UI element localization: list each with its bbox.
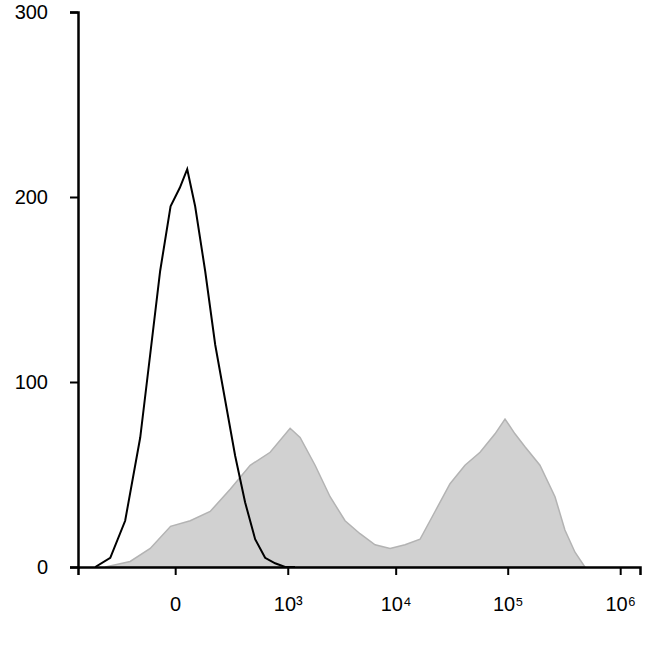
histogram-line — [95, 169, 295, 567]
histogram-area — [105, 419, 585, 567]
chart: 0 10³ 10⁴ 10⁵ 10⁶ 0 100 200 300 — [0, 0, 650, 658]
x-tick-label: 10⁶ — [605, 593, 635, 615]
y-tick-mark — [70, 567, 78, 569]
y-tick-label: 200 — [15, 186, 48, 208]
x-axis: 0 10³ 10⁴ 10⁵ 10⁶ — [79, 567, 641, 615]
y-tick-mark — [70, 197, 78, 199]
x-tick: 10⁵ — [493, 567, 524, 615]
x-tick-label: 10³ — [274, 593, 303, 615]
y-tick-label: 0 — [37, 556, 48, 578]
y-tick: 0 — [37, 556, 78, 578]
x-tick-label: 10⁵ — [493, 593, 524, 615]
y-tick-label: 100 — [15, 371, 48, 393]
y-tick-mark — [70, 12, 78, 14]
x-tick: 0 — [170, 567, 181, 615]
y-axis: 0 100 200 300 — [15, 1, 79, 578]
x-tick-mark — [175, 567, 177, 575]
x-tick-mark — [287, 567, 289, 575]
x-tick: 10⁶ — [605, 567, 635, 615]
x-tick: 10⁴ — [381, 567, 412, 615]
x-tick-mark — [395, 567, 397, 575]
y-tick: 300 — [15, 1, 78, 23]
y-tick: 200 — [15, 186, 78, 208]
plot: 0 10³ 10⁴ 10⁵ 10⁶ 0 100 200 300 — [15, 1, 641, 615]
marks — [95, 169, 585, 567]
y-tick-mark — [70, 382, 78, 384]
x-tick-label: 0 — [170, 593, 181, 615]
x-tick-mark — [507, 567, 509, 575]
y-axis-line — [70, 13, 79, 568]
x-tick: 10³ — [274, 567, 303, 615]
x-tick-label: 10⁴ — [381, 593, 412, 615]
y-tick: 100 — [15, 371, 78, 393]
y-tick-label: 300 — [15, 1, 48, 23]
x-axis-line — [79, 568, 641, 576]
x-tick-mark — [620, 567, 622, 575]
